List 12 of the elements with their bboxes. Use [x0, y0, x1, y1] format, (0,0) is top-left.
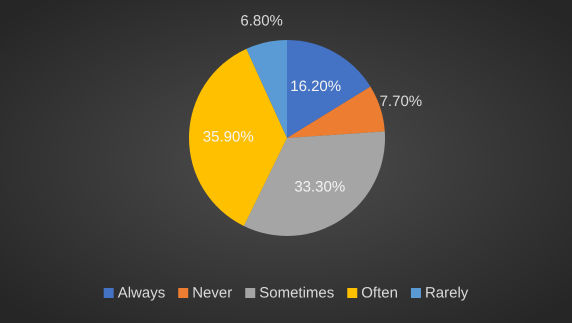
legend-label: Often — [361, 284, 398, 302]
data-label: 16.20% — [290, 78, 342, 96]
data-label: 6.80% — [240, 12, 283, 30]
data-label: 33.30% — [294, 178, 346, 196]
legend-label: Sometimes — [259, 284, 334, 302]
pie-slice — [287, 40, 370, 138]
legend-label: Always — [118, 284, 166, 302]
pie-slice — [189, 48, 287, 226]
data-label: 7.70% — [380, 93, 422, 110]
legend-label: Rarely — [424, 284, 469, 302]
legend-label: Never — [192, 284, 232, 302]
data-label: 35.90% — [202, 128, 254, 146]
